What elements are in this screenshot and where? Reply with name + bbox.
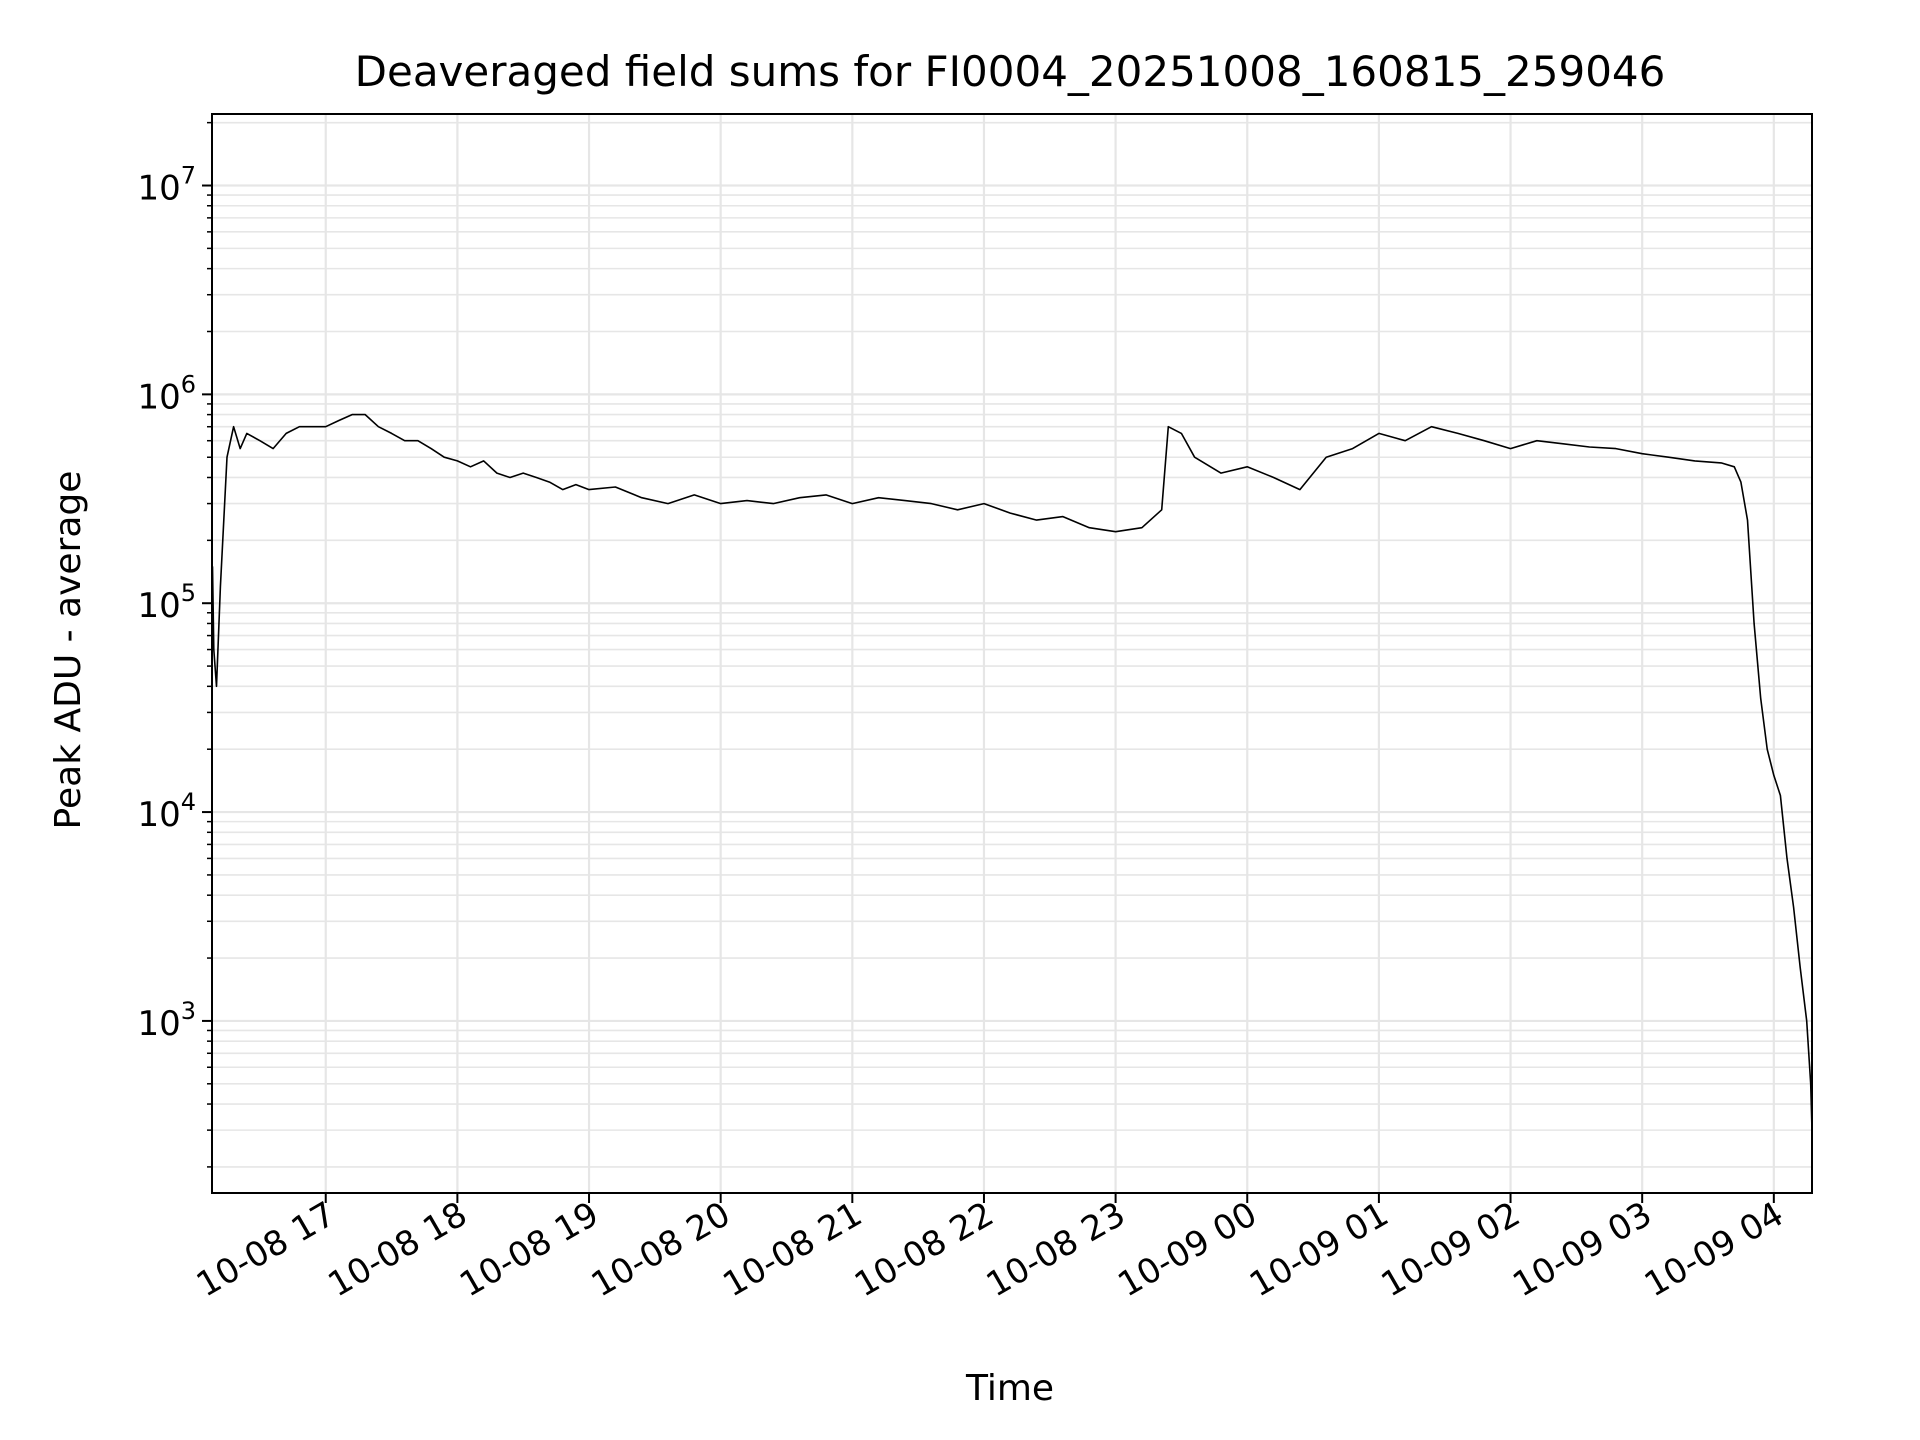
y-tick-label: 104 xyxy=(137,788,196,835)
y-axis-title: Peak ADU - average xyxy=(48,471,89,830)
y-tick-label: 103 xyxy=(137,997,196,1044)
chart-title: Deaveraged field sums for FI0004_2025100… xyxy=(355,47,1666,96)
x-axis-title: Time xyxy=(965,1368,1054,1409)
grid xyxy=(212,114,1812,1193)
series-line xyxy=(211,413,1813,1131)
y-tick-label: 106 xyxy=(137,370,196,417)
data-series xyxy=(211,413,1813,1131)
y-tick-label: 105 xyxy=(137,579,196,626)
y-tick-label: 107 xyxy=(137,162,196,209)
plot-frame xyxy=(211,113,1813,1194)
